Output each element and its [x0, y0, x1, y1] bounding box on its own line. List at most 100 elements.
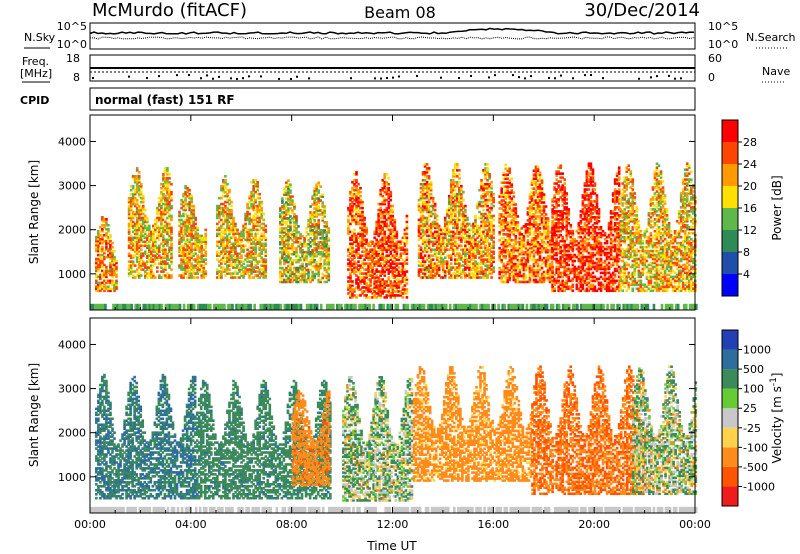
freq-left-label-line2: [MHz]	[20, 67, 52, 80]
heatmap-cell	[327, 278, 331, 282]
heatmap-cell	[166, 169, 169, 172]
heatmap-cell	[226, 228, 229, 232]
heatmap-cell	[361, 280, 364, 283]
heatmap-cell	[162, 184, 165, 188]
heatmap-cell	[367, 264, 370, 267]
heatmap-cell	[323, 236, 327, 240]
heatmap-cell	[321, 217, 325, 220]
heatmap-cell	[192, 222, 195, 226]
nave-mark	[518, 76, 520, 79]
heatmap-cell	[188, 216, 191, 220]
heatmap-cell	[347, 292, 350, 295]
heatmap-cell	[359, 212, 362, 216]
heatmap-cell	[311, 213, 314, 216]
heatmap-cell	[127, 240, 131, 244]
heatmap-cell	[244, 224, 247, 228]
heatmap-cell	[351, 218, 354, 222]
heatmap-cell	[154, 238, 157, 242]
heatmap-cell	[289, 272, 292, 276]
heatmap-cell	[107, 241, 110, 245]
heatmap-cell	[224, 182, 227, 186]
heatmap-cell	[170, 196, 173, 200]
heatmap-cell	[289, 189, 292, 192]
heatmap-cell	[164, 268, 167, 271]
heatmap-cell	[258, 238, 262, 242]
heatmap-cell	[307, 274, 310, 278]
heatmap-cell	[218, 254, 221, 257]
heatmap-cell	[184, 200, 187, 204]
heatmap-cell	[313, 264, 316, 268]
heatmap-cell	[373, 276, 376, 279]
heatmap-cell	[281, 205, 284, 208]
heatmap-cell	[133, 270, 137, 273]
heatmap-cell	[166, 226, 169, 230]
heatmap-cell	[262, 244, 266, 248]
heatmap-cell	[164, 252, 167, 256]
heatmap-cell	[287, 193, 290, 196]
heatmap-cell	[224, 268, 227, 271]
heatmap-cell	[103, 263, 106, 267]
heatmap-cell	[254, 238, 257, 242]
heatmap-cell	[131, 202, 135, 206]
heatmap-cell	[131, 196, 135, 200]
heatmap-cell	[321, 211, 325, 214]
heatmap-cell	[309, 225, 312, 228]
heatmap-cell	[353, 288, 356, 291]
heatmap-cell	[182, 266, 185, 269]
heatmap-cell	[355, 278, 358, 281]
heatmap-cell	[152, 240, 155, 244]
heatmap-cell	[131, 256, 135, 259]
heatmap-cell	[291, 272, 294, 276]
heatmap-cell	[492, 250, 495, 254]
heatmap-cell	[309, 268, 312, 272]
heatmap-cell	[143, 244, 147, 248]
heatmap-cell	[236, 228, 239, 232]
heatmap-cell	[204, 254, 208, 257]
heatmap-cell	[166, 178, 169, 182]
heatmap-cell	[287, 231, 290, 234]
nave-mark	[260, 75, 262, 78]
heatmap-cell	[238, 242, 241, 246]
heatmap-cell	[347, 220, 350, 224]
heatmap-cell	[131, 274, 135, 277]
heatmap-cell	[256, 188, 259, 192]
heatmap-cell	[141, 230, 145, 234]
heatmap-cell	[228, 258, 231, 261]
heatmap-cell	[182, 228, 185, 232]
heatmap-cell	[325, 262, 329, 266]
heatmap-cell	[141, 212, 145, 216]
heatmap-cell	[309, 276, 312, 280]
heatmap-cell	[367, 278, 370, 281]
heatmap-cell	[111, 273, 114, 277]
heatmap-cell	[168, 182, 171, 186]
heatmap-cell	[188, 228, 191, 232]
heatmap-cell	[160, 264, 163, 267]
heatmap-cell	[154, 230, 157, 234]
heatmap-cell	[260, 272, 264, 275]
heatmap-cell	[178, 240, 181, 244]
heatmap-cell	[105, 231, 108, 235]
heatmap-cell	[127, 200, 131, 204]
heatmap-cell	[135, 200, 139, 204]
heatmap-cell	[260, 252, 264, 256]
heatmap-cell	[359, 256, 362, 259]
heatmap-cell	[250, 198, 253, 202]
heatmap-cell	[347, 254, 350, 257]
heatmap-cell	[325, 270, 329, 274]
heatmap-cell	[367, 290, 370, 293]
heatmap-cell	[313, 189, 316, 192]
heatmap-cell	[325, 240, 329, 244]
heatmap-cell	[162, 246, 165, 250]
heatmap-cell	[357, 248, 360, 252]
heatmap-cell	[137, 180, 141, 184]
heatmap-cell	[190, 228, 193, 232]
heatmap-cell	[232, 250, 235, 254]
heatmap-cell	[349, 248, 352, 252]
heatmap-cell	[524, 274, 528, 278]
heatmap-cell	[351, 214, 354, 218]
heatmap-cell	[158, 248, 161, 252]
heatmap-cell	[99, 247, 102, 251]
heatmap-cell	[371, 258, 374, 261]
heatmap-cell	[182, 256, 185, 259]
heatmap-cell	[115, 269, 118, 273]
